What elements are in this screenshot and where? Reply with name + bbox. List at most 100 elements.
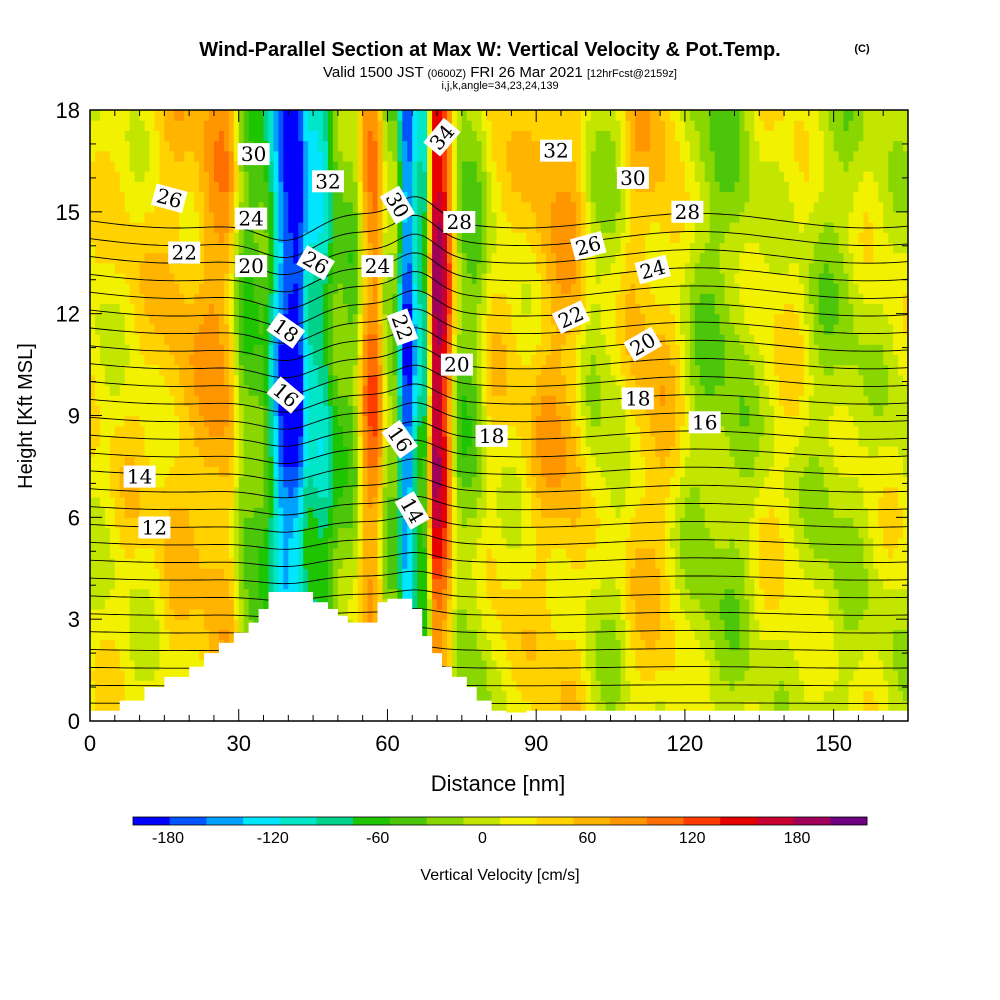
velocity-cell bbox=[853, 670, 884, 681]
velocity-cell bbox=[481, 283, 488, 294]
velocity-cell bbox=[486, 313, 512, 325]
velocity-cell bbox=[486, 507, 498, 518]
velocity-cell bbox=[674, 568, 686, 580]
velocity-cell bbox=[332, 384, 339, 396]
velocity-cell bbox=[233, 120, 240, 131]
velocity-cell bbox=[674, 405, 686, 417]
velocity-cell bbox=[362, 435, 369, 447]
velocity-cell bbox=[318, 435, 324, 447]
contour-label-box bbox=[443, 211, 476, 233]
x-axis-label: Distance [nm] bbox=[431, 771, 566, 796]
velocity-cell bbox=[303, 313, 309, 325]
velocity-cell bbox=[838, 466, 904, 478]
velocity-cell bbox=[456, 629, 478, 641]
velocity-cell bbox=[451, 558, 458, 569]
velocity-cell bbox=[808, 140, 825, 152]
velocity-cell bbox=[243, 466, 265, 478]
contour-label-box bbox=[235, 207, 268, 230]
velocity-cell bbox=[387, 537, 398, 549]
velocity-cell bbox=[268, 374, 275, 386]
velocity-cell bbox=[233, 415, 240, 427]
velocity-cell bbox=[362, 476, 369, 488]
velocity-cell bbox=[833, 639, 894, 651]
velocity-cell bbox=[109, 527, 121, 539]
velocity-cell bbox=[600, 222, 617, 233]
contour-label-box bbox=[123, 465, 156, 488]
velocity-cell bbox=[625, 415, 636, 427]
velocity-cell bbox=[432, 598, 438, 610]
velocity-cell bbox=[446, 283, 453, 294]
velocity-cell bbox=[873, 547, 889, 559]
velocity-cell bbox=[204, 456, 230, 468]
velocity-cell bbox=[863, 690, 874, 702]
velocity-cell bbox=[432, 354, 443, 366]
velocity-cell bbox=[451, 446, 458, 457]
velocity-cell bbox=[699, 191, 711, 203]
velocity-cell bbox=[263, 527, 270, 539]
velocity-cell bbox=[660, 608, 671, 620]
velocity-cell bbox=[437, 222, 443, 233]
forecast-info: [12hrFcst@2159z] bbox=[587, 68, 677, 80]
velocity-cell bbox=[318, 374, 329, 386]
velocity-cell bbox=[243, 232, 255, 243]
velocity-cell bbox=[486, 456, 527, 468]
velocity-cell bbox=[387, 527, 398, 539]
velocity-cell bbox=[798, 670, 840, 681]
colorbar-swatch bbox=[610, 817, 648, 825]
velocity-cell bbox=[615, 313, 627, 325]
velocity-cell bbox=[199, 547, 230, 559]
velocity-cell bbox=[263, 486, 270, 498]
velocity-cell bbox=[481, 232, 488, 243]
velocity-cell bbox=[323, 384, 329, 396]
velocity-cell bbox=[288, 201, 304, 213]
velocity-cell bbox=[486, 364, 493, 376]
velocity-cell bbox=[719, 659, 750, 671]
velocity-cell bbox=[556, 252, 577, 264]
velocity-cell bbox=[233, 201, 240, 213]
velocity-cell bbox=[427, 598, 433, 610]
velocity-cell bbox=[798, 395, 810, 406]
velocity-cell bbox=[674, 649, 706, 661]
velocity-cell bbox=[308, 354, 314, 366]
velocity-cell bbox=[208, 191, 230, 203]
velocity-cell bbox=[476, 405, 483, 417]
velocity-cell bbox=[615, 507, 622, 518]
velocity-cell bbox=[114, 568, 161, 580]
velocity-cell bbox=[441, 405, 448, 417]
velocity-cell bbox=[228, 130, 235, 142]
velocity-cell bbox=[402, 415, 413, 427]
velocity-cell bbox=[179, 364, 195, 376]
velocity-cell bbox=[164, 568, 225, 580]
velocity-cell bbox=[273, 558, 279, 569]
velocity-cell bbox=[268, 537, 275, 549]
velocity-cell bbox=[273, 496, 279, 508]
velocity-cell bbox=[94, 374, 106, 386]
velocity-cell bbox=[665, 517, 676, 529]
velocity-cell bbox=[506, 211, 537, 223]
velocity-cell bbox=[273, 272, 279, 284]
colorbar-tick-label: 0 bbox=[478, 830, 487, 847]
velocity-cell bbox=[228, 466, 235, 478]
velocity-cell bbox=[491, 700, 508, 712]
velocity-cell bbox=[570, 191, 582, 203]
velocity-cell bbox=[382, 466, 389, 478]
velocity-cell bbox=[853, 272, 908, 284]
velocity-cell bbox=[432, 211, 443, 223]
velocity-cell bbox=[823, 690, 850, 702]
velocity-cell bbox=[456, 649, 483, 661]
velocity-cell bbox=[377, 110, 384, 121]
velocity-cell bbox=[174, 405, 190, 417]
velocity-cell bbox=[709, 140, 741, 152]
velocity-cell bbox=[838, 659, 860, 671]
velocity-cell bbox=[759, 435, 775, 447]
velocity-cell bbox=[858, 181, 879, 193]
velocity-cell bbox=[332, 293, 344, 305]
velocity-cell bbox=[456, 384, 478, 396]
velocity-cell bbox=[412, 110, 418, 121]
velocity-cell bbox=[635, 659, 676, 671]
velocity-cell bbox=[337, 578, 354, 590]
velocity-cell bbox=[699, 293, 716, 305]
velocity-cell bbox=[674, 507, 686, 518]
velocity-cell bbox=[689, 334, 696, 345]
velocity-cell bbox=[109, 547, 126, 559]
